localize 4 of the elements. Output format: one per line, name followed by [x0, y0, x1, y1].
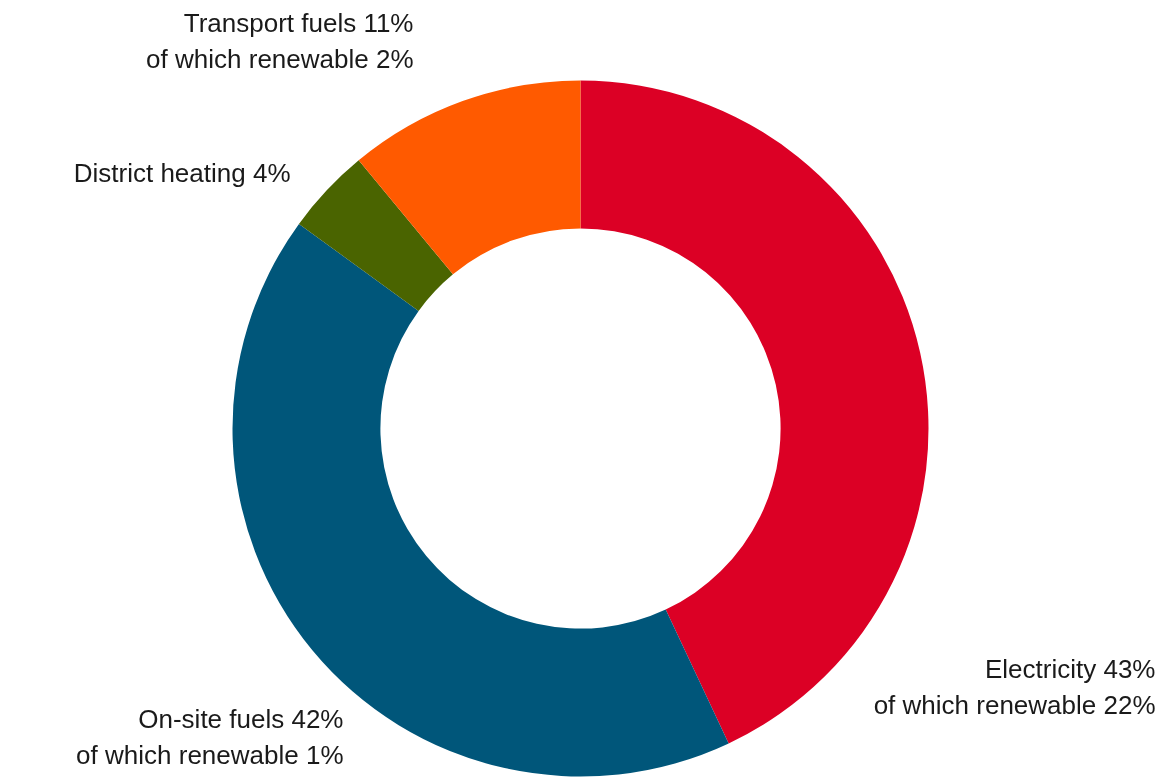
- slice-label: Electricity 43% of which renewable 22%: [873, 653, 1156, 720]
- slice-label: On-site fuels 42% of which renewable 1%: [76, 703, 344, 770]
- slice-label: District heating 4%: [73, 157, 291, 188]
- slice-label: Transport fuels 11% of which renewable 2%: [146, 7, 414, 74]
